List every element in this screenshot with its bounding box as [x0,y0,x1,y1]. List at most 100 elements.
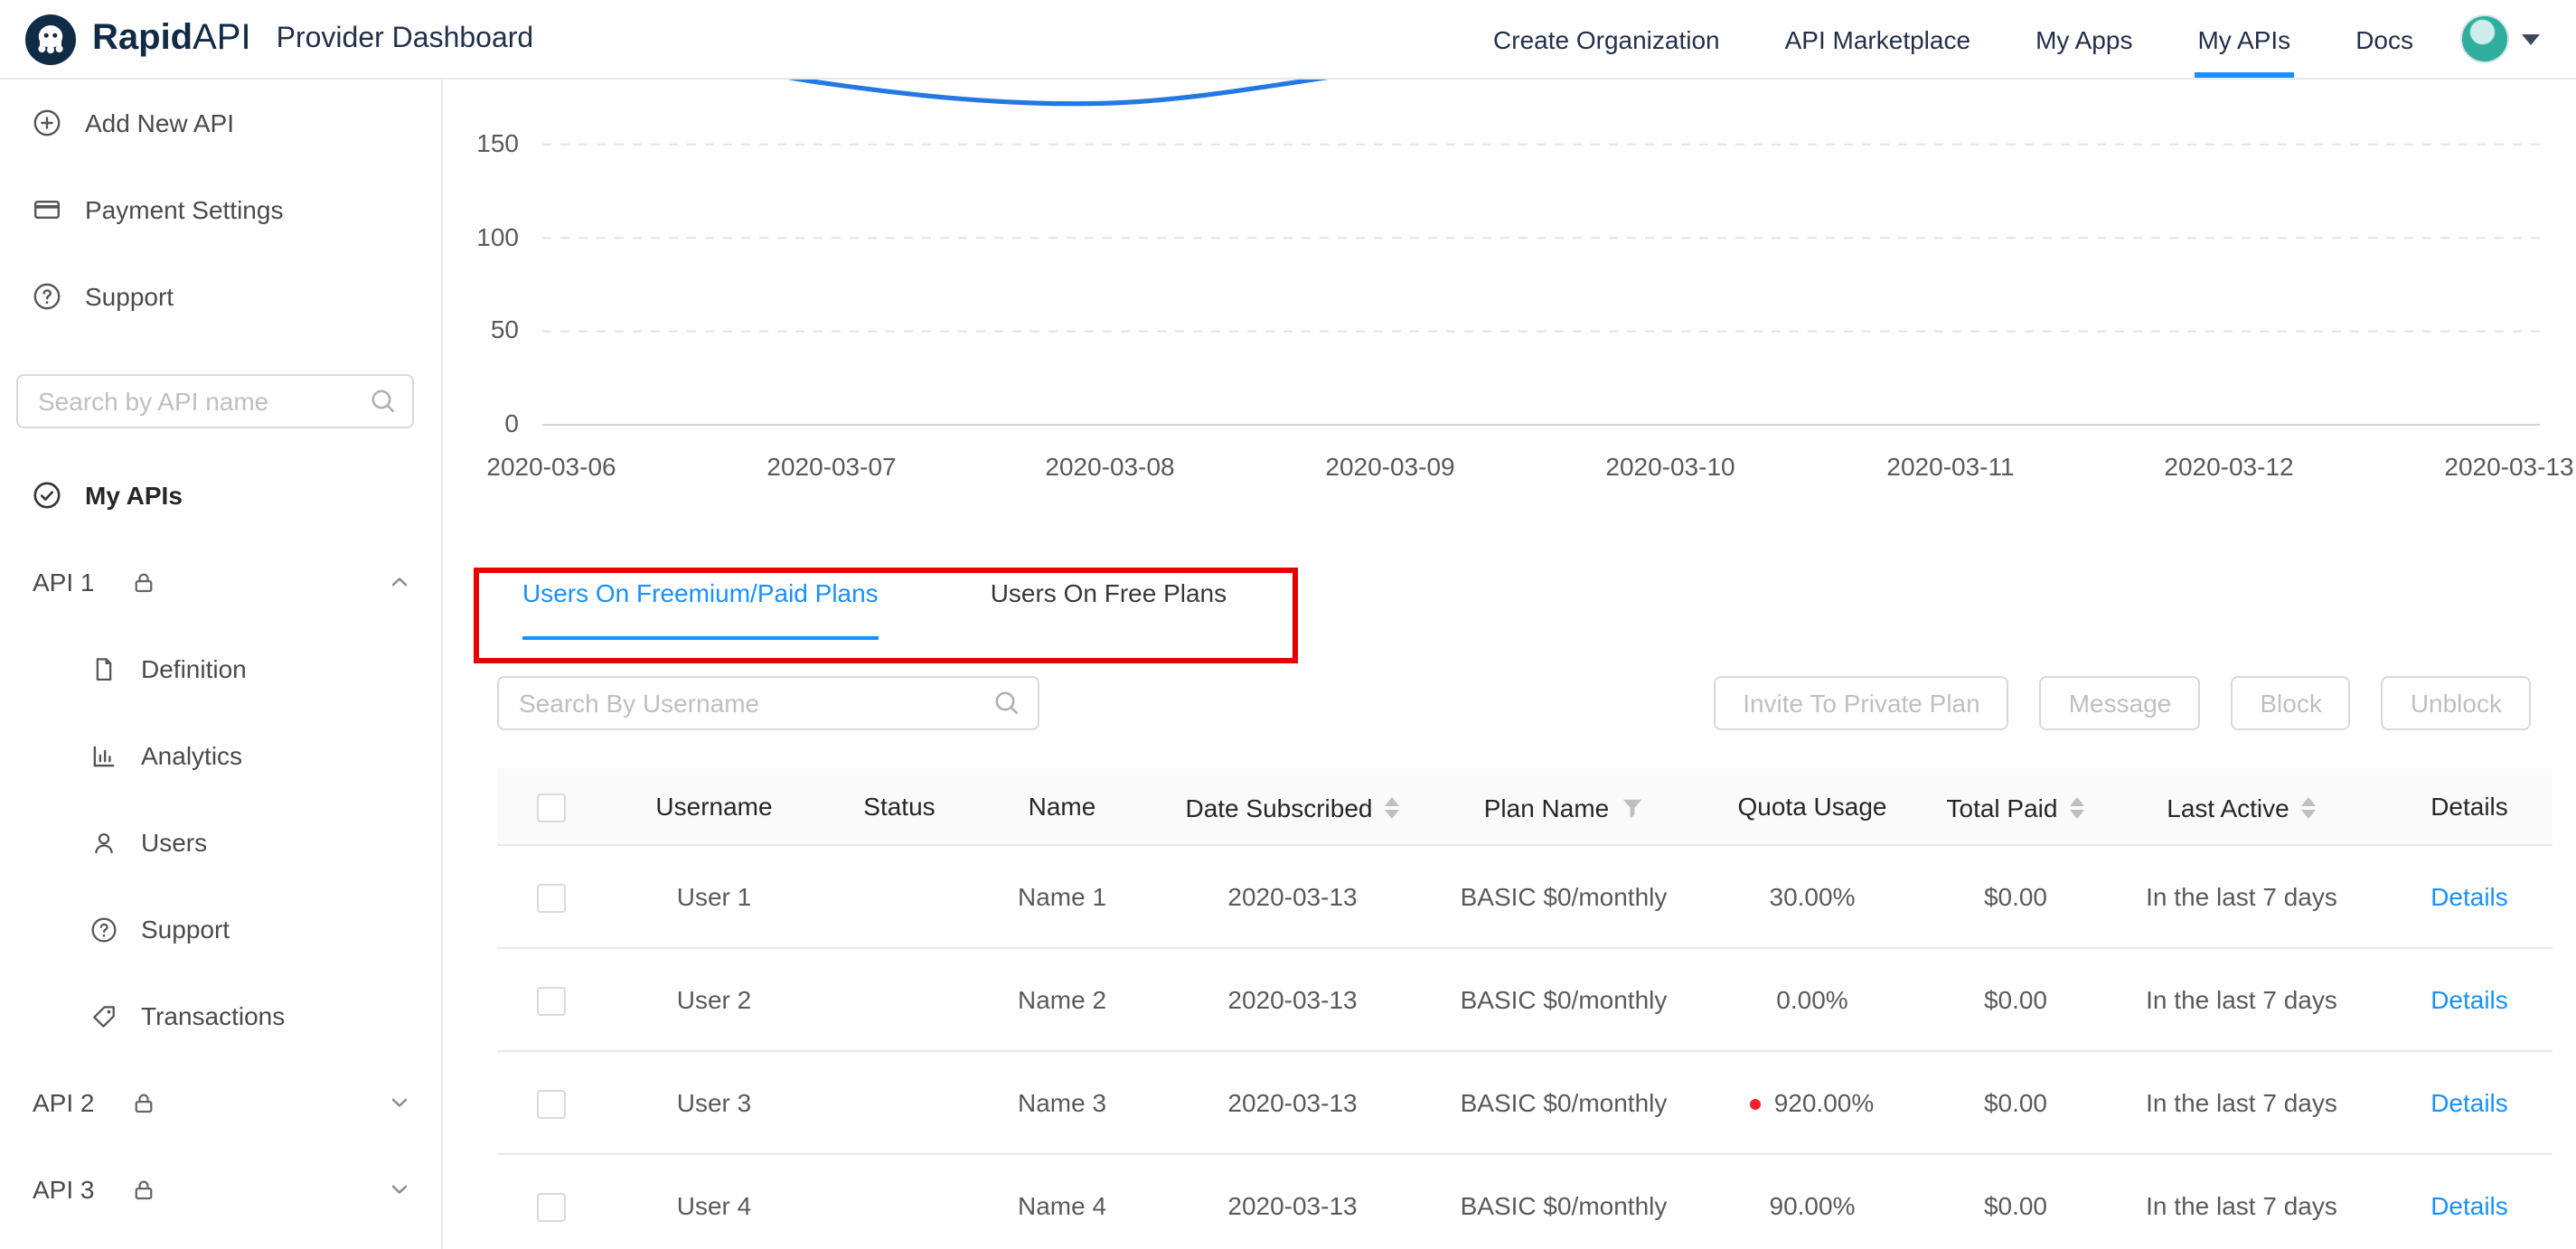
cell-select [497,1154,606,1249]
table-row: User 1 Name 1 2020-03-13 BASIC $0/monthl… [497,845,2552,949]
rapidapi-logo-icon [25,14,76,64]
y-tick-100: 100 [476,222,519,251]
users-table: Username Status Name Date Subscribed Pla… [497,768,2552,1249]
cell-status [823,1051,976,1155]
x-tick-date: 2020-03-13 [2444,452,2574,481]
plus-circle-icon [33,108,61,137]
api-label: API 3 [33,1175,95,1204]
sidebar-item-payment-settings[interactable]: Payment Settings [0,166,441,253]
api-search-input[interactable] [16,374,414,428]
nav-docs[interactable]: Docs [2355,24,2413,53]
sidebar-label: My APIs [85,481,183,510]
toolbar-buttons: Invite To Private Plan Message Block Unb… [1714,676,2531,730]
plan-tabs: Users On Freemium/Paid Plans Users On Fr… [522,578,2576,640]
sidebar-label: Users [141,828,208,857]
details-link[interactable]: Details [2430,1191,2508,1220]
sidebar-item-my-apis[interactable]: My APIs [0,452,441,539]
filter-icon[interactable] [1622,796,1643,818]
sidebar-label: Support [85,282,174,311]
cell-username: User 3 [606,1051,823,1155]
cell-plan-name: BASIC $0/monthly [1437,948,1690,1052]
cell-username: User 4 [606,1154,823,1249]
col-header-status: Status [823,768,976,846]
invite-to-private-plan-button[interactable]: Invite To Private Plan [1714,676,2009,730]
sidebar-label: Transactions [141,1001,286,1030]
requests-chart: 150 100 50 0 2020-03-06 2020-03-07 2020-… [443,80,2576,531]
user-menu[interactable] [2460,14,2540,63]
cell-last-active: In the last 7 days [2097,948,2386,1052]
tab-users-free-plans[interactable]: Users On Free Plans [990,578,1227,607]
sidebar-item-analytics[interactable]: Analytics [0,712,441,799]
nav-my-apps[interactable]: My Apps [2035,24,2133,53]
sidebar-item-api-3[interactable]: API 3 [0,1146,441,1233]
check-circle-icon [33,481,61,510]
y-tick-50: 50 [490,315,519,343]
y-tick-150: 150 [476,128,519,157]
x-tick-date: 2020-03-07 [766,452,897,481]
cell-name: Name 1 [976,845,1148,949]
cell-username: User 1 [606,845,823,949]
message-button[interactable]: Message [2039,676,2201,730]
sidebar-item-api-support[interactable]: Support [0,886,441,972]
nav-api-marketplace[interactable]: API Marketplace [1784,24,1971,53]
col-header-username: Username [606,768,823,846]
cell-quota-usage: 90.00% [1690,1154,1934,1249]
cell-select [497,948,606,1052]
cell-plan-name: BASIC $0/monthly [1437,845,1690,949]
sidebar-item-users[interactable]: Users [0,799,441,886]
row-checkbox[interactable] [537,1192,566,1222]
document-icon [90,655,118,682]
sidebar-item-support[interactable]: Support [0,253,441,340]
api-label: API 1 [33,568,95,596]
x-tick-date: 2020-03-06 [486,452,616,481]
username-search [497,676,1039,730]
chevron-down-icon[interactable] [387,1090,412,1115]
search-icon [992,689,1021,718]
nav-my-apis[interactable]: My APIs [2165,0,2323,78]
user-table-toolbar: Invite To Private Plan Message Block Unb… [497,676,2531,730]
cell-total-paid: $0.00 [1934,845,2097,949]
lock-icon [131,568,158,596]
cell-status [823,1154,976,1249]
col-header-quota-usage: Quota Usage [1690,768,1934,846]
bar-chart-icon [90,742,118,769]
nav-create-organization[interactable]: Create Organization [1493,24,1720,53]
rapidapi-logo[interactable]: RapidAPI Provider Dashboard [25,14,533,64]
sidebar-item-definition[interactable]: Definition [0,625,441,712]
block-button[interactable]: Block [2231,676,2351,730]
user-avatar [2460,14,2509,63]
cell-quota-usage: 0.00% [1690,948,1934,1052]
sort-icon[interactable] [2301,796,2317,819]
cell-last-active: In the last 7 days [2097,1051,2386,1155]
sort-icon[interactable] [1385,796,1400,819]
col-header-name: Name [976,768,1148,846]
x-tick-date: 2020-03-10 [1605,452,1735,481]
row-checkbox[interactable] [537,986,566,1016]
details-link[interactable]: Details [2430,1088,2508,1117]
sidebar-item-api-2[interactable]: API 2 [0,1059,441,1146]
cell-status [823,845,976,949]
sort-icon[interactable] [2070,796,2085,819]
tab-users-freemium-paid-plans[interactable]: Users On Freemium/Paid Plans [522,578,879,640]
cell-quota-usage: 920.00% [1690,1051,1934,1155]
sidebar-item-api-1[interactable]: API 1 [0,539,441,625]
tag-icon [90,1002,118,1029]
quota-alert-dot [1750,1099,1762,1111]
sidebar-item-transactions[interactable]: Transactions [0,972,441,1059]
search-icon [369,387,398,416]
chevron-down-icon[interactable] [387,1177,412,1202]
unblock-button[interactable]: Unblock [2381,676,2531,730]
details-link[interactable]: Details [2430,882,2508,911]
row-checkbox[interactable] [537,883,566,913]
select-all-checkbox[interactable] [537,793,566,822]
sidebar-item-add-new-api[interactable]: Add New API [0,80,441,166]
main-content: 150 100 50 0 2020-03-06 2020-03-07 2020-… [443,80,2576,1249]
chevron-up-icon[interactable] [387,569,412,595]
cell-total-paid: $0.00 [1934,1154,2097,1249]
row-checkbox[interactable] [537,1089,566,1119]
lock-icon [131,1089,158,1116]
brand-rest: API [193,18,251,58]
details-link[interactable]: Details [2430,985,2508,1014]
username-search-input[interactable] [497,676,1039,730]
